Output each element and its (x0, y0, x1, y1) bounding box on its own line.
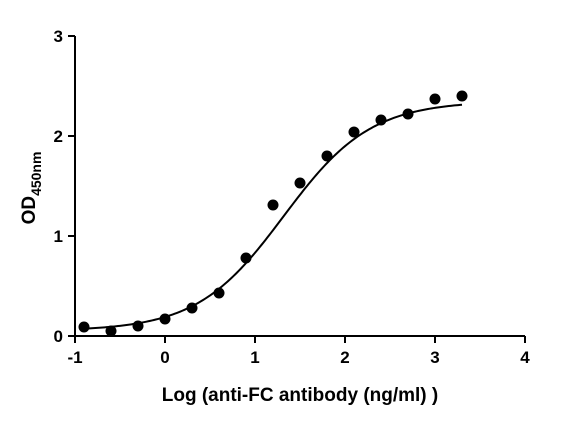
x-tick-label: 1 (250, 348, 259, 367)
data-point (186, 302, 198, 314)
data-points (78, 90, 468, 337)
y-axis-title-main: OD (19, 196, 40, 225)
data-point (456, 90, 468, 102)
x-tick-label: -1 (67, 348, 82, 367)
data-point (78, 321, 90, 333)
x-tick-label: 3 (430, 348, 439, 367)
data-point (213, 287, 225, 299)
x-tick-label: 4 (520, 348, 530, 367)
data-point (321, 150, 333, 162)
x-tick-label: 0 (160, 348, 169, 367)
data-point (402, 108, 414, 120)
data-point (294, 177, 306, 189)
ticks (68, 35, 526, 343)
data-point (429, 93, 441, 105)
fit-curve (83, 103, 463, 330)
data-point (159, 313, 171, 325)
data-point (105, 325, 117, 337)
axes (74, 36, 525, 337)
data-point (375, 114, 387, 126)
y-tick-label: 2 (54, 127, 63, 146)
y-axis-title-subscript: 450nm (28, 152, 44, 196)
x-axis-title: Log (anti-FC antibody (ng/ml) ) (162, 385, 439, 406)
y-tick-label: 1 (54, 227, 63, 246)
data-point (132, 320, 144, 332)
x-tick-label: 2 (340, 348, 349, 367)
data-point (348, 126, 360, 138)
data-point (240, 252, 252, 264)
y-axis-title: OD450nm (19, 152, 44, 225)
y-tick-label: 3 (54, 27, 63, 46)
data-point (267, 199, 279, 211)
y-tick-label: 0 (54, 327, 63, 346)
